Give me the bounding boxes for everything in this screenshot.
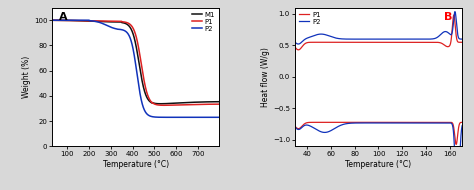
M1 xyxy=(212,101,218,103)
Y-axis label: Weight (%): Weight (%) xyxy=(22,56,31,98)
P1 xyxy=(459,41,465,44)
P1 xyxy=(217,103,222,105)
P2 xyxy=(374,38,379,40)
M1 xyxy=(131,34,137,36)
Line: M1: M1 xyxy=(52,20,219,104)
P2 xyxy=(369,38,374,40)
P1 xyxy=(451,14,456,16)
P2 xyxy=(455,32,460,34)
P2 xyxy=(126,34,132,37)
P2 xyxy=(452,10,458,13)
X-axis label: Temperature (°C): Temperature (°C) xyxy=(103,160,169,169)
Legend: P1, P2: P1, P2 xyxy=(298,11,321,25)
P1 xyxy=(455,40,460,43)
P1 xyxy=(296,49,301,51)
Line: P2: P2 xyxy=(295,12,462,44)
M1 xyxy=(49,19,55,21)
Legend: M1, P1, P2: M1, P1, P2 xyxy=(191,11,216,32)
P2 xyxy=(49,19,55,21)
M1 xyxy=(181,101,187,104)
P2 xyxy=(424,38,429,40)
P1 xyxy=(131,28,137,30)
P1 xyxy=(292,46,298,48)
P1 xyxy=(212,103,218,105)
P2 xyxy=(455,31,460,33)
P1 xyxy=(181,104,187,106)
P1 xyxy=(455,40,460,42)
P2 xyxy=(295,43,301,45)
P1 xyxy=(49,19,55,21)
Line: P1: P1 xyxy=(295,15,462,50)
P1 xyxy=(301,44,306,46)
P2 xyxy=(217,116,222,118)
P2 xyxy=(301,39,306,42)
M1 xyxy=(58,19,64,21)
Text: A: A xyxy=(59,12,67,22)
Line: P2: P2 xyxy=(52,20,219,117)
P2 xyxy=(58,19,64,21)
P1 xyxy=(424,41,429,44)
M1 xyxy=(217,101,222,103)
M1 xyxy=(212,101,218,103)
P2 xyxy=(181,116,187,118)
P2 xyxy=(212,116,218,118)
Line: P1: P1 xyxy=(52,20,219,105)
P2 xyxy=(131,50,137,52)
P2 xyxy=(459,38,465,40)
P1 xyxy=(374,41,379,43)
Y-axis label: Heat flow (W/g): Heat flow (W/g) xyxy=(261,47,270,107)
X-axis label: Temperature (°C): Temperature (°C) xyxy=(346,160,411,169)
P2 xyxy=(292,41,298,43)
P1 xyxy=(126,22,132,25)
P1 xyxy=(58,19,64,21)
P2 xyxy=(212,116,218,118)
P1 xyxy=(161,104,167,106)
Text: B: B xyxy=(444,12,452,22)
M1 xyxy=(126,25,132,27)
P1 xyxy=(369,41,374,43)
M1 xyxy=(158,103,164,105)
P1 xyxy=(212,103,218,105)
